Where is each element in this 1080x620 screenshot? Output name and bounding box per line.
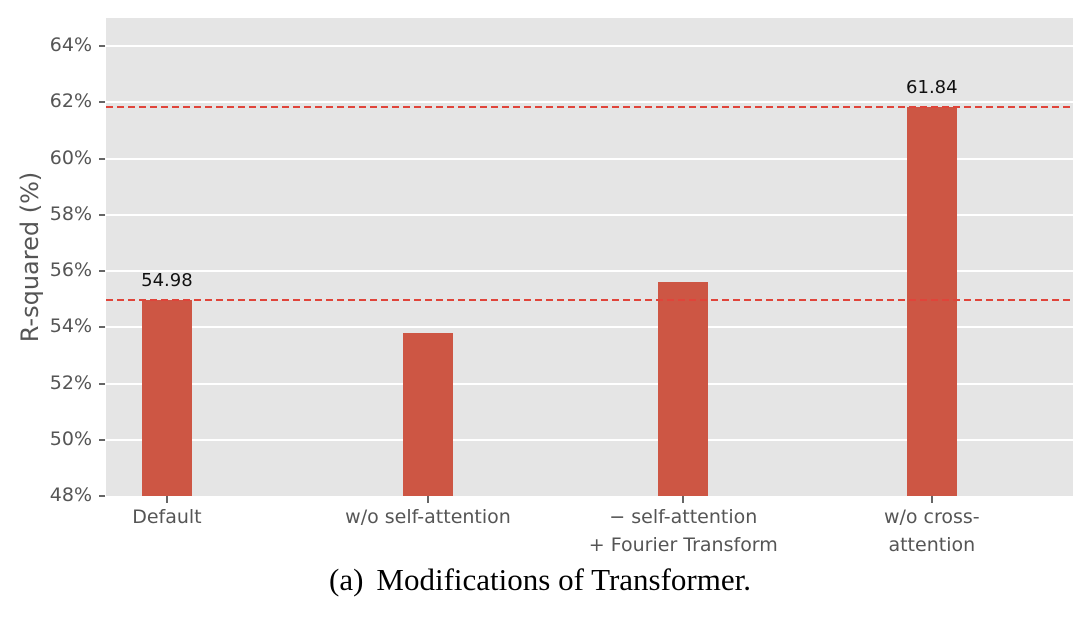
x-tick-label: − self-attention + Fourier Transform [588, 506, 778, 556]
gridline [106, 270, 1073, 273]
caption-text: Modifications of Transformer. [376, 562, 751, 597]
x-tick-label: w/o self-attention [345, 506, 511, 528]
y-tick-label: 64% [49, 34, 92, 57]
x-tick-mark [165, 496, 168, 503]
gridline [106, 326, 1073, 329]
bar [403, 332, 453, 496]
figure-caption: (a) Modifications of Transformer. [0, 562, 1080, 598]
reference-line [106, 298, 1073, 301]
x-tick-label: Default [132, 506, 202, 528]
gridline [106, 382, 1073, 385]
bar-value-label: 54.98 [141, 269, 193, 291]
bar [906, 106, 957, 496]
gridline [106, 213, 1073, 216]
x-tick-mark [427, 496, 429, 503]
y-tick-mark [99, 157, 105, 160]
y-tick-label: 56% [49, 259, 92, 282]
reference-line [106, 105, 1073, 108]
y-tick-label: 60% [49, 146, 92, 169]
y-tick-mark [99, 495, 105, 497]
y-tick-label: 62% [49, 90, 92, 113]
y-tick-label: 58% [49, 202, 92, 225]
y-tick-label: 52% [49, 371, 92, 394]
x-tick-mark [930, 496, 933, 503]
x-tick-mark [682, 496, 685, 503]
x-tick-label: w/o cross-attention [883, 506, 980, 556]
y-tick-mark [99, 326, 105, 329]
bar-chart: R-squared (%) 48% 50% 52% 54% 56% 58% 60% 62% 64… [16, 18, 1073, 556]
y-tick-label: 54% [49, 315, 92, 338]
y-tick-label: 50% [49, 427, 92, 450]
gridline [106, 438, 1073, 441]
caption-label: (a) [329, 562, 364, 597]
gridline [106, 157, 1073, 160]
y-tick-mark [99, 45, 105, 48]
y-tick-mark [99, 438, 105, 441]
y-tick-mark [99, 270, 105, 273]
y-tick-mark [99, 382, 105, 385]
gridline [106, 101, 1073, 104]
gridline [106, 45, 1073, 48]
bar [658, 282, 709, 496]
y-tick-mark [99, 213, 105, 216]
y-tick-label: 48% [49, 484, 92, 507]
y-tick-mark [99, 101, 105, 104]
bar-value-label: 61.84 [906, 76, 958, 98]
bar [141, 299, 192, 496]
